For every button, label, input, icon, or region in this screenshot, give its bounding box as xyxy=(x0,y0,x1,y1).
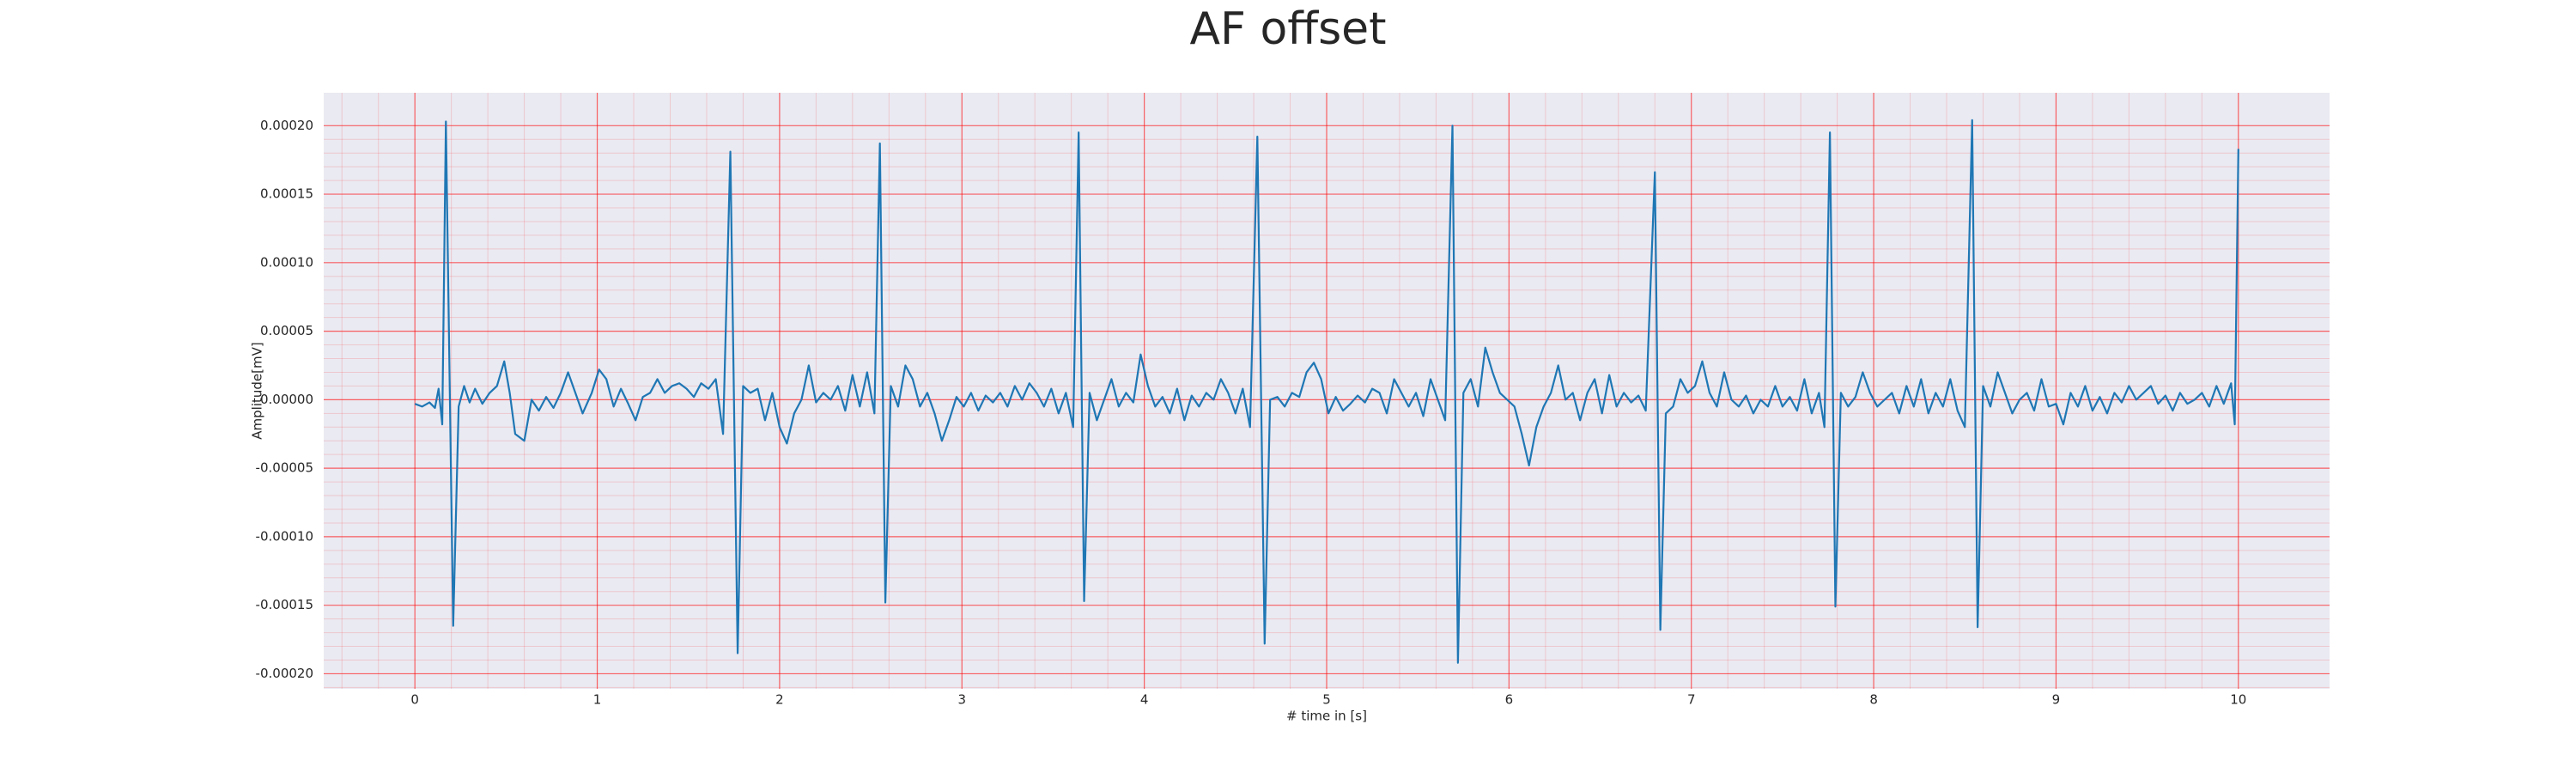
x-tick-label: 0 xyxy=(410,692,419,708)
x-tick-label: 5 xyxy=(1322,692,1331,708)
y-axis-label: Amplitude[mV] xyxy=(250,342,265,439)
x-axis-label: # time in [s] xyxy=(1286,709,1367,724)
y-tick-label: 0.00005 xyxy=(260,323,313,338)
y-tick-label: 0.00020 xyxy=(260,118,313,133)
x-tick-label: 10 xyxy=(2230,692,2246,708)
y-tick-label: -0.00010 xyxy=(256,528,313,544)
y-tick-label: 0.00010 xyxy=(260,254,313,270)
x-tick-label: 6 xyxy=(1505,692,1514,708)
x-tick-label: 8 xyxy=(1869,692,1878,708)
x-tick-label: 3 xyxy=(957,692,966,708)
x-tick-label: 4 xyxy=(1140,692,1149,708)
x-tick-label: 1 xyxy=(593,692,602,708)
y-tick-label: 0.00000 xyxy=(260,392,313,407)
chart-title: AF offset xyxy=(1189,3,1386,55)
x-tick-label: 7 xyxy=(1687,692,1696,708)
y-tick-label: -0.00015 xyxy=(256,597,313,612)
signal-line xyxy=(414,119,2239,664)
y-tick-label: -0.00005 xyxy=(256,460,313,476)
x-tick-label: 9 xyxy=(2052,692,2061,708)
y-tick-label: 0.00015 xyxy=(260,186,313,202)
x-tick-label: 2 xyxy=(775,692,784,708)
y-tick-label: -0.00020 xyxy=(256,666,313,681)
